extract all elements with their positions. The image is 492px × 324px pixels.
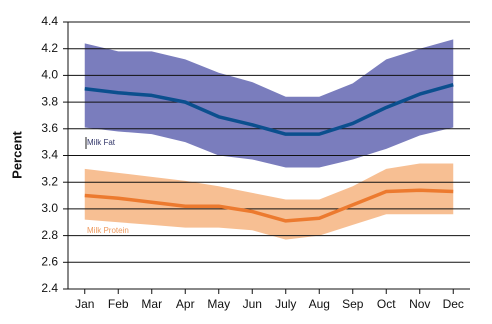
y-tick-label: 3.0 (41, 201, 58, 215)
x-tick-label: July (275, 297, 296, 311)
y-tick-label: 2.4 (41, 281, 58, 295)
series-annotation: Milk Protein (87, 226, 129, 235)
x-tick-label: Jan (75, 297, 94, 311)
series-line (84, 188, 454, 223)
y-tick-label: 3.6 (41, 121, 58, 135)
series-annotation: Milk Fat (87, 138, 116, 147)
x-tick-label: Nov (409, 297, 430, 311)
y-tick-label: 2.6 (41, 254, 58, 268)
x-tick-label: Sep (342, 297, 364, 311)
x-tick-label: Jun (243, 297, 262, 311)
band-area (84, 39, 454, 168)
x-tick-label: Apr (176, 297, 195, 311)
y-tick-label: 3.2 (41, 174, 58, 188)
x-tick-label: May (207, 297, 230, 311)
y-tick-label: 3.4 (41, 148, 58, 162)
x-tick-label: Mar (141, 297, 162, 311)
y-tick-label: 4.0 (41, 68, 58, 82)
x-tick-label: Feb (108, 297, 129, 311)
y-tick-label: 3.8 (41, 94, 58, 108)
series-line (84, 83, 454, 136)
y-tick-label: 4.4 (41, 14, 58, 28)
y-tick-label: 2.8 (41, 228, 58, 242)
x-tick-label: Dec (443, 297, 464, 311)
x-tick-label: Oct (377, 297, 396, 311)
y-tick-label: 4.2 (41, 41, 58, 55)
y-axis-label: Percent (9, 130, 24, 178)
x-tick-label: Aug (309, 297, 330, 311)
